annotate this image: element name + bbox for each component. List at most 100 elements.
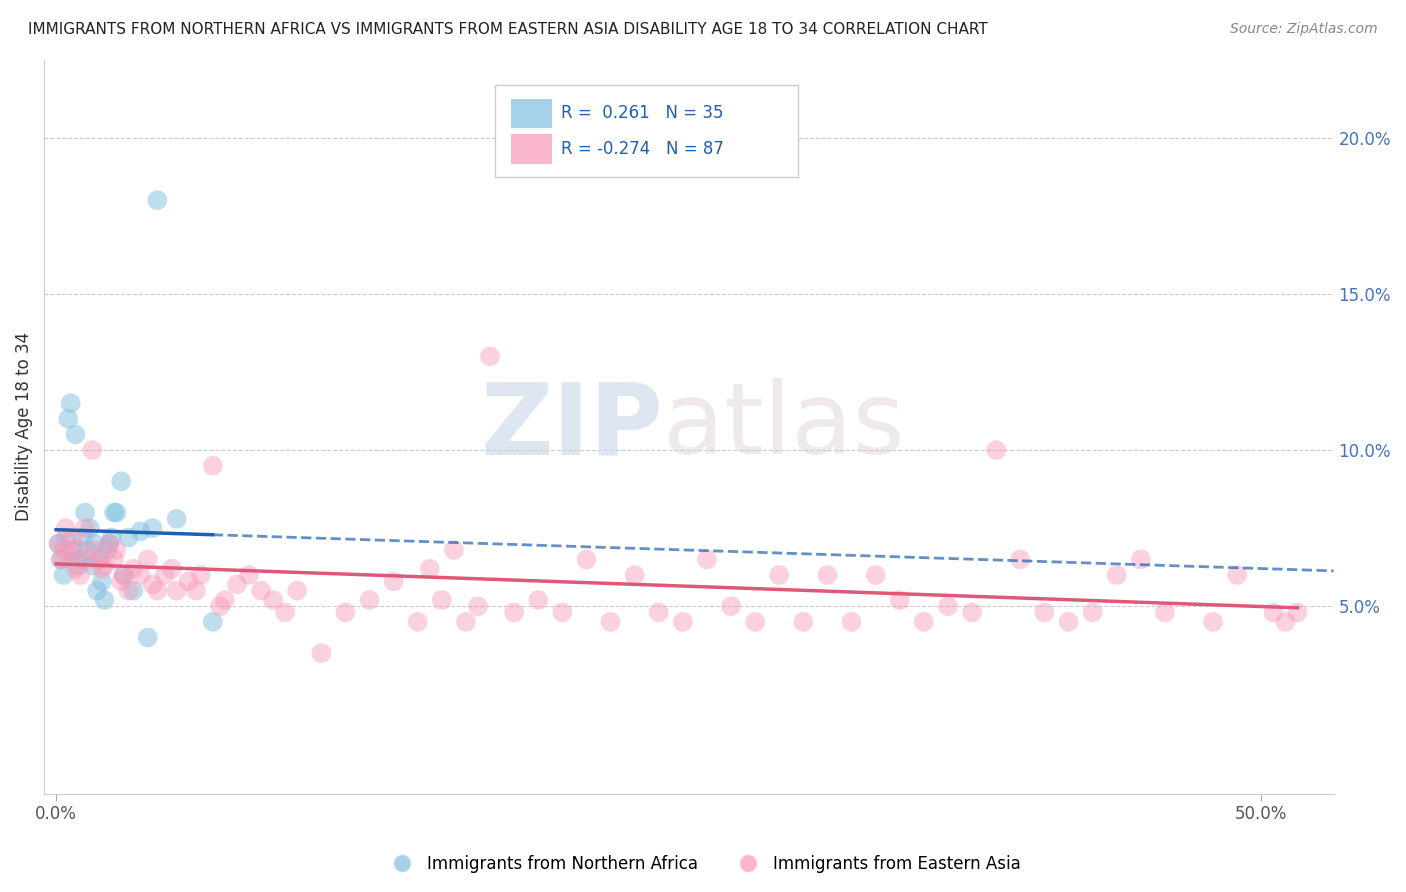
Point <box>160 562 183 576</box>
Point <box>103 506 125 520</box>
Point <box>768 568 790 582</box>
Point <box>841 615 863 629</box>
Point <box>82 558 104 573</box>
Point <box>112 568 135 582</box>
Text: R = -0.274   N = 87: R = -0.274 N = 87 <box>561 140 724 158</box>
Point <box>1057 615 1080 629</box>
Point <box>65 562 87 576</box>
Text: R =  0.261   N = 35: R = 0.261 N = 35 <box>561 104 724 122</box>
Point <box>1081 606 1104 620</box>
Point <box>49 552 72 566</box>
Point <box>79 521 101 535</box>
Point <box>190 568 212 582</box>
Point <box>792 615 814 629</box>
Point <box>62 543 84 558</box>
Point <box>72 531 94 545</box>
Point <box>696 552 718 566</box>
Y-axis label: Disability Age 18 to 34: Disability Age 18 to 34 <box>15 332 32 521</box>
Point <box>960 606 983 620</box>
Point <box>69 552 91 566</box>
Point <box>262 593 284 607</box>
Point <box>66 543 89 558</box>
Point <box>66 558 89 573</box>
Point <box>89 552 111 566</box>
Point <box>274 606 297 620</box>
Point <box>177 574 200 589</box>
Point <box>359 593 381 607</box>
Point <box>1105 568 1128 582</box>
Point <box>52 543 75 558</box>
Point <box>146 583 169 598</box>
Point <box>527 593 550 607</box>
Point <box>672 615 695 629</box>
Point <box>103 552 125 566</box>
Legend: Immigrants from Northern Africa, Immigrants from Eastern Asia: Immigrants from Northern Africa, Immigra… <box>378 848 1028 880</box>
Point <box>865 568 887 582</box>
Point <box>1226 568 1249 582</box>
Point <box>382 574 405 589</box>
Point <box>75 506 97 520</box>
Point <box>129 524 152 539</box>
Point <box>479 349 502 363</box>
FancyBboxPatch shape <box>510 135 553 164</box>
Point <box>93 593 115 607</box>
Point <box>82 443 104 458</box>
Point <box>58 543 80 558</box>
Point <box>55 531 77 545</box>
Point <box>1286 606 1309 620</box>
Point <box>335 606 357 620</box>
Point <box>91 562 114 576</box>
Point <box>166 583 188 598</box>
Point <box>1202 615 1225 629</box>
Point <box>936 599 959 614</box>
Point <box>986 443 1008 458</box>
Point <box>76 543 98 558</box>
Point <box>62 531 84 545</box>
Point <box>98 537 121 551</box>
Point <box>467 599 489 614</box>
Point <box>238 568 260 582</box>
Point <box>55 521 77 535</box>
Point <box>912 615 935 629</box>
Point <box>65 427 87 442</box>
Point <box>69 568 91 582</box>
Point <box>93 558 115 573</box>
Text: Source: ZipAtlas.com: Source: ZipAtlas.com <box>1230 22 1378 37</box>
Point <box>1263 606 1285 620</box>
Point <box>184 583 207 598</box>
Point <box>96 543 118 558</box>
Point <box>136 552 159 566</box>
FancyBboxPatch shape <box>510 98 553 128</box>
FancyBboxPatch shape <box>495 86 799 177</box>
Point <box>1129 552 1152 566</box>
Point <box>142 521 165 535</box>
Point <box>49 552 72 566</box>
Point <box>110 475 132 489</box>
Point <box>76 552 98 566</box>
Point <box>1274 615 1296 629</box>
Point <box>1033 606 1056 620</box>
Point <box>250 583 273 598</box>
Point <box>83 543 105 558</box>
Point <box>142 577 165 591</box>
Point <box>48 537 70 551</box>
Point <box>105 543 128 558</box>
Point <box>623 568 645 582</box>
Point <box>100 531 122 545</box>
Point <box>648 606 671 620</box>
Point <box>430 593 453 607</box>
Point <box>117 531 139 545</box>
Point <box>91 574 114 589</box>
Point <box>406 615 429 629</box>
Point <box>209 599 232 614</box>
Text: IMMIGRANTS FROM NORTHERN AFRICA VS IMMIGRANTS FROM EASTERN ASIA DISABILITY AGE 1: IMMIGRANTS FROM NORTHERN AFRICA VS IMMIG… <box>28 22 988 37</box>
Point <box>110 574 132 589</box>
Point <box>419 562 441 576</box>
Text: ZIP: ZIP <box>481 378 664 475</box>
Point <box>575 552 598 566</box>
Point <box>889 593 911 607</box>
Point <box>454 615 477 629</box>
Point <box>201 458 224 473</box>
Point <box>226 577 249 591</box>
Point <box>75 521 97 535</box>
